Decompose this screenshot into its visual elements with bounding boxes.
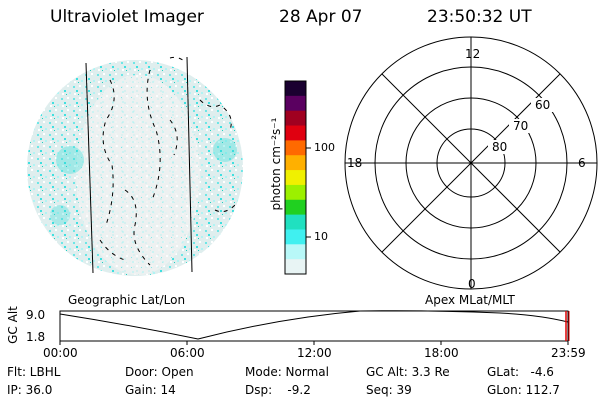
xtick-06: 06:00 — [170, 346, 205, 360]
geographic-grid — [85, 56, 193, 274]
filter-info: Flt: LBHL — [7, 365, 61, 379]
colorbar-units-label: photon cm⁻²s⁻¹ — [269, 117, 283, 211]
xtick-00: 00:00 — [43, 346, 78, 360]
polar-plot — [344, 36, 598, 290]
colorbar-band — [285, 184, 306, 201]
time-label: 23:50:32 UT — [427, 7, 532, 27]
seq-info: Seq: 39 — [366, 383, 412, 397]
colorbar-tick-100: 100 — [314, 141, 335, 154]
colorbar-band — [285, 110, 306, 127]
uv-image-disk — [27, 60, 243, 276]
mlt-label-0: 0 — [468, 277, 476, 291]
colorbar-band — [285, 125, 306, 141]
colorbar-band — [285, 170, 306, 186]
colorbar-band — [285, 95, 306, 112]
mode-info: Mode: Normal — [245, 365, 329, 379]
colorbar-band — [285, 259, 306, 275]
colorbar-band — [285, 81, 306, 97]
colorbar-band — [285, 244, 306, 260]
altitude-ylabel: GC Alt — [5, 306, 20, 344]
door-info: Door: Open — [125, 365, 194, 379]
glon-info: GLon: 112.7 — [487, 383, 560, 397]
altitude-ytick-1-8: 1.8 — [26, 330, 46, 344]
colorbar-band — [285, 229, 306, 245]
xtick-18: 18:00 — [424, 346, 459, 360]
coastline-dashes — [99, 56, 236, 266]
mlat-label-70: 70 — [513, 119, 529, 133]
glat-info: GLat: -4.6 — [487, 365, 554, 379]
gc-alt-info: GC Alt: 3.3 Re — [366, 365, 450, 379]
colorbar-band — [285, 140, 306, 156]
apex-caption: Apex MLat/MLT — [425, 293, 515, 307]
mlt-label-12: 12 — [465, 47, 481, 61]
colorbar-band — [285, 214, 306, 230]
gain-info: Gain: 14 — [125, 383, 176, 397]
xtick-12: 12:00 — [297, 346, 332, 360]
mlt-label-18: 18 — [347, 156, 363, 170]
date-label: 28 Apr 07 — [279, 7, 363, 27]
altitude-ytick-9: 9.0 — [26, 308, 46, 322]
colorbar-tick-10: 10 — [314, 230, 328, 243]
color-scale-bar — [285, 81, 306, 275]
xtick-2359: 23:59 — [551, 346, 586, 360]
altitude-plot — [59, 310, 570, 345]
colorbar-band — [285, 199, 306, 216]
mlt-label-6: 6 — [578, 156, 586, 170]
colorbar-band — [285, 155, 306, 171]
ip-info: IP: 36.0 — [7, 383, 53, 397]
geographic-caption: Geographic Lat/Lon — [68, 293, 186, 307]
mlat-label-80: 80 — [492, 140, 508, 154]
mlat-label-60: 60 — [535, 98, 551, 112]
instrument-title: Ultraviolet Imager — [50, 7, 204, 27]
dsp-info: Dsp: -9.2 — [245, 383, 311, 397]
